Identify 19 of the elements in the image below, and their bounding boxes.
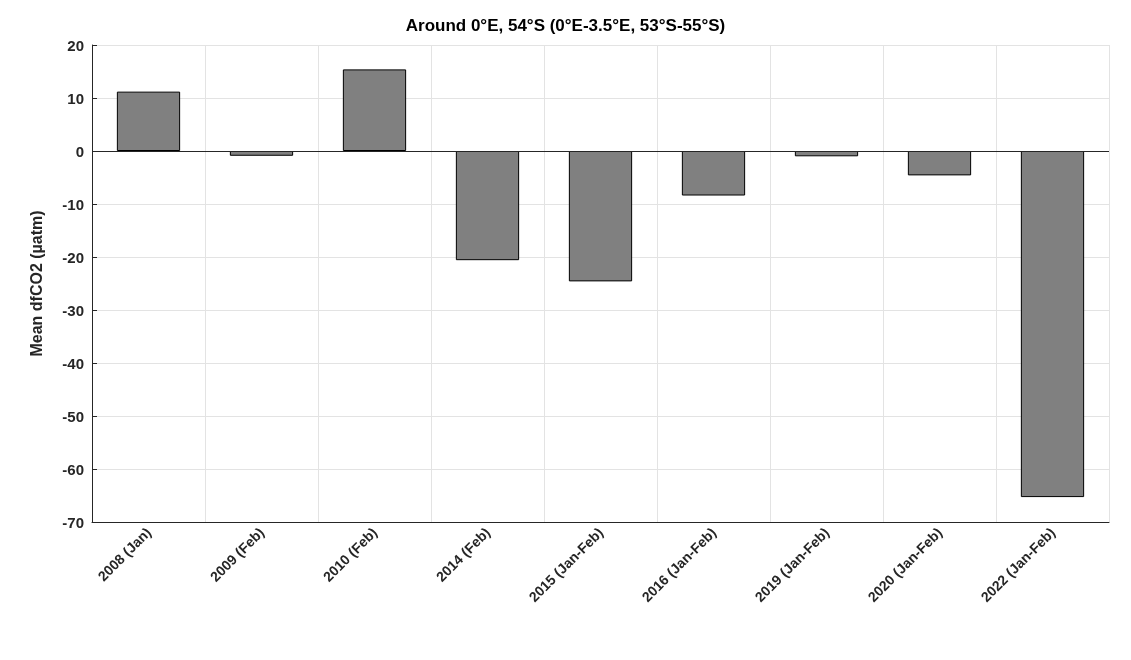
- chart-title: Around 0°E, 54°S (0°E-3.5°E, 53°S-55°S): [405, 16, 726, 35]
- y-tick-label: 20: [67, 36, 84, 54]
- y-tick-label: -40: [62, 354, 84, 372]
- y-tick-label: -70: [62, 513, 84, 531]
- y-tick-label: -10: [62, 195, 84, 213]
- y-tick-label: -20: [62, 248, 84, 266]
- bar: [1020, 151, 1085, 498]
- y-tick-label: 0: [75, 142, 84, 160]
- bar: [907, 151, 972, 176]
- y-axis-title: Mean dfCO2 (µatm): [27, 210, 45, 357]
- bar: [681, 151, 746, 196]
- bar: [342, 69, 407, 151]
- y-tick-label: -50: [62, 407, 84, 425]
- y-tick-label: -60: [62, 460, 84, 478]
- bar: [568, 151, 633, 282]
- y-tick-label: -30: [62, 301, 84, 319]
- bar: [455, 151, 520, 261]
- bar: [116, 91, 181, 151]
- y-tick-label: 10: [67, 89, 84, 107]
